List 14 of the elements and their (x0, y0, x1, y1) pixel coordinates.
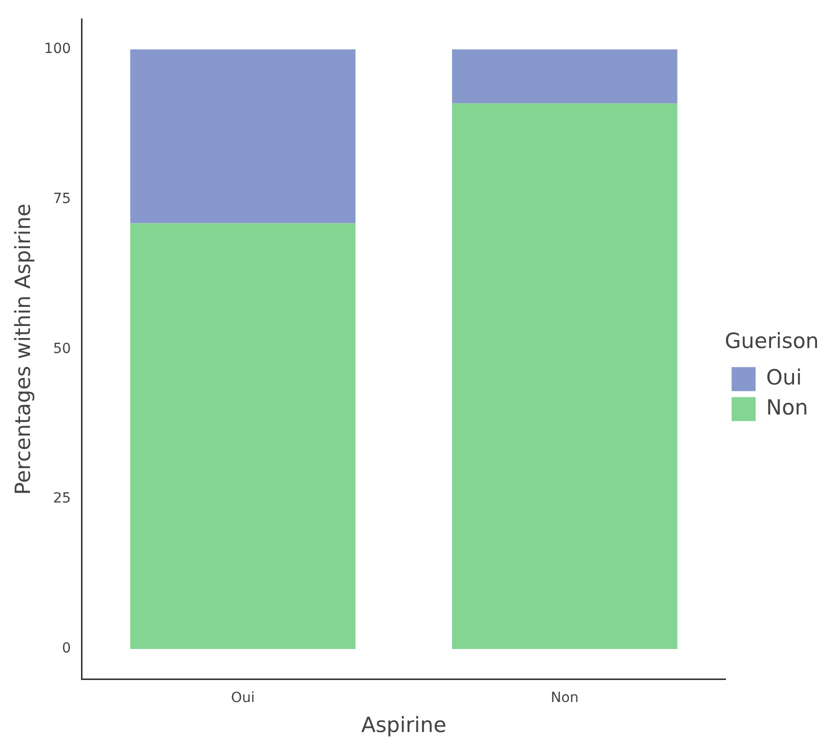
y-tick-label: 100 (44, 41, 71, 58)
x-axis-title: Aspirine (361, 712, 446, 737)
bar (130, 49, 356, 224)
legend-label: Oui (766, 366, 802, 390)
legend-label: Non (766, 396, 808, 420)
bar (452, 49, 678, 104)
legend-title: Guerison (724, 328, 819, 353)
y-tick-label: 50 (53, 340, 71, 357)
y-tick-label: 75 (53, 190, 71, 207)
bar (452, 103, 678, 650)
bar (130, 223, 356, 650)
y-axis-title: Percentages within Aspirine (11, 204, 36, 495)
y-tick-label: 0 (62, 640, 71, 657)
y-tick-label: 25 (53, 490, 71, 507)
